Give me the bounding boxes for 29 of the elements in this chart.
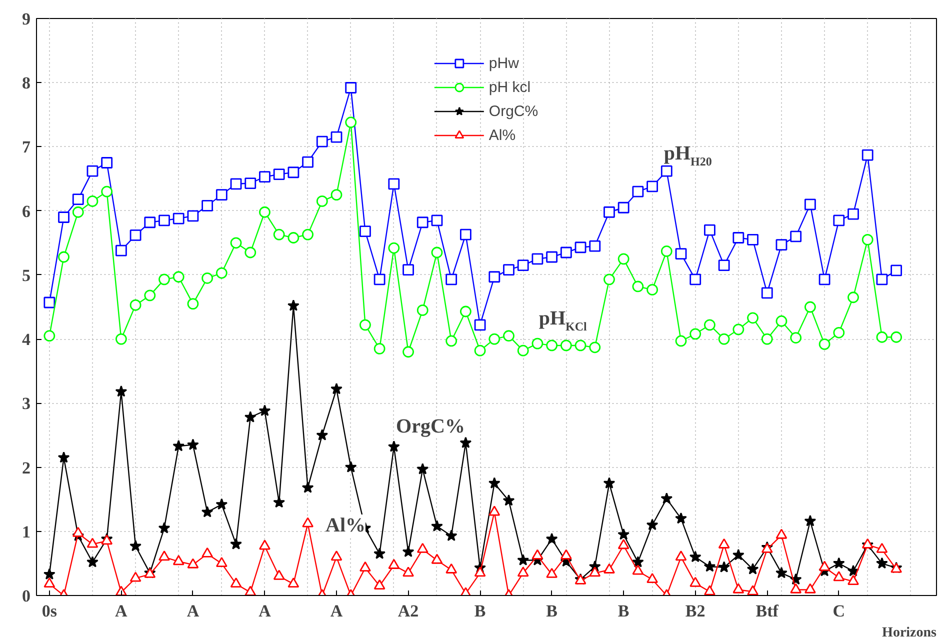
y-tick-label: 8 — [22, 74, 30, 93]
x-tick-label: 0s — [42, 602, 58, 620]
x-tick-label: A — [186, 602, 200, 620]
x-tick-label: A — [115, 602, 128, 620]
y-tick-label: 3 — [22, 394, 30, 414]
y-tick-label: 6 — [22, 202, 30, 221]
y-tick-label: 7 — [22, 138, 31, 157]
x-tick-label: Btf — [756, 602, 779, 620]
x-tick-label: B2 — [685, 602, 706, 620]
legend-label: Al% — [488, 126, 516, 144]
x-tick-label: B — [546, 602, 558, 620]
x-axis-title: Horizons — [882, 626, 938, 640]
x-tick-label: B — [474, 602, 486, 620]
y-tick-label: 5 — [22, 266, 30, 285]
legend-label: pH kcl — [488, 78, 531, 96]
x-tick-label: A — [258, 602, 272, 620]
x-tick-label: A2 — [398, 602, 419, 620]
annotation: OrgC% — [396, 416, 465, 438]
x-tick-label: B — [618, 602, 630, 620]
y-tick-label: 4 — [22, 330, 31, 350]
y-tick-label: 0 — [22, 586, 30, 606]
y-tick-label: 1 — [22, 522, 30, 542]
x-tick-label: A — [330, 602, 344, 620]
y-tick-label: 9 — [22, 10, 30, 28]
annotation: Al% — [326, 514, 366, 536]
y-tick-label: 2 — [22, 458, 30, 478]
legend-label: pHw — [488, 54, 519, 72]
legend-label: OrgC% — [488, 102, 538, 120]
x-tick-label: C — [832, 602, 846, 620]
